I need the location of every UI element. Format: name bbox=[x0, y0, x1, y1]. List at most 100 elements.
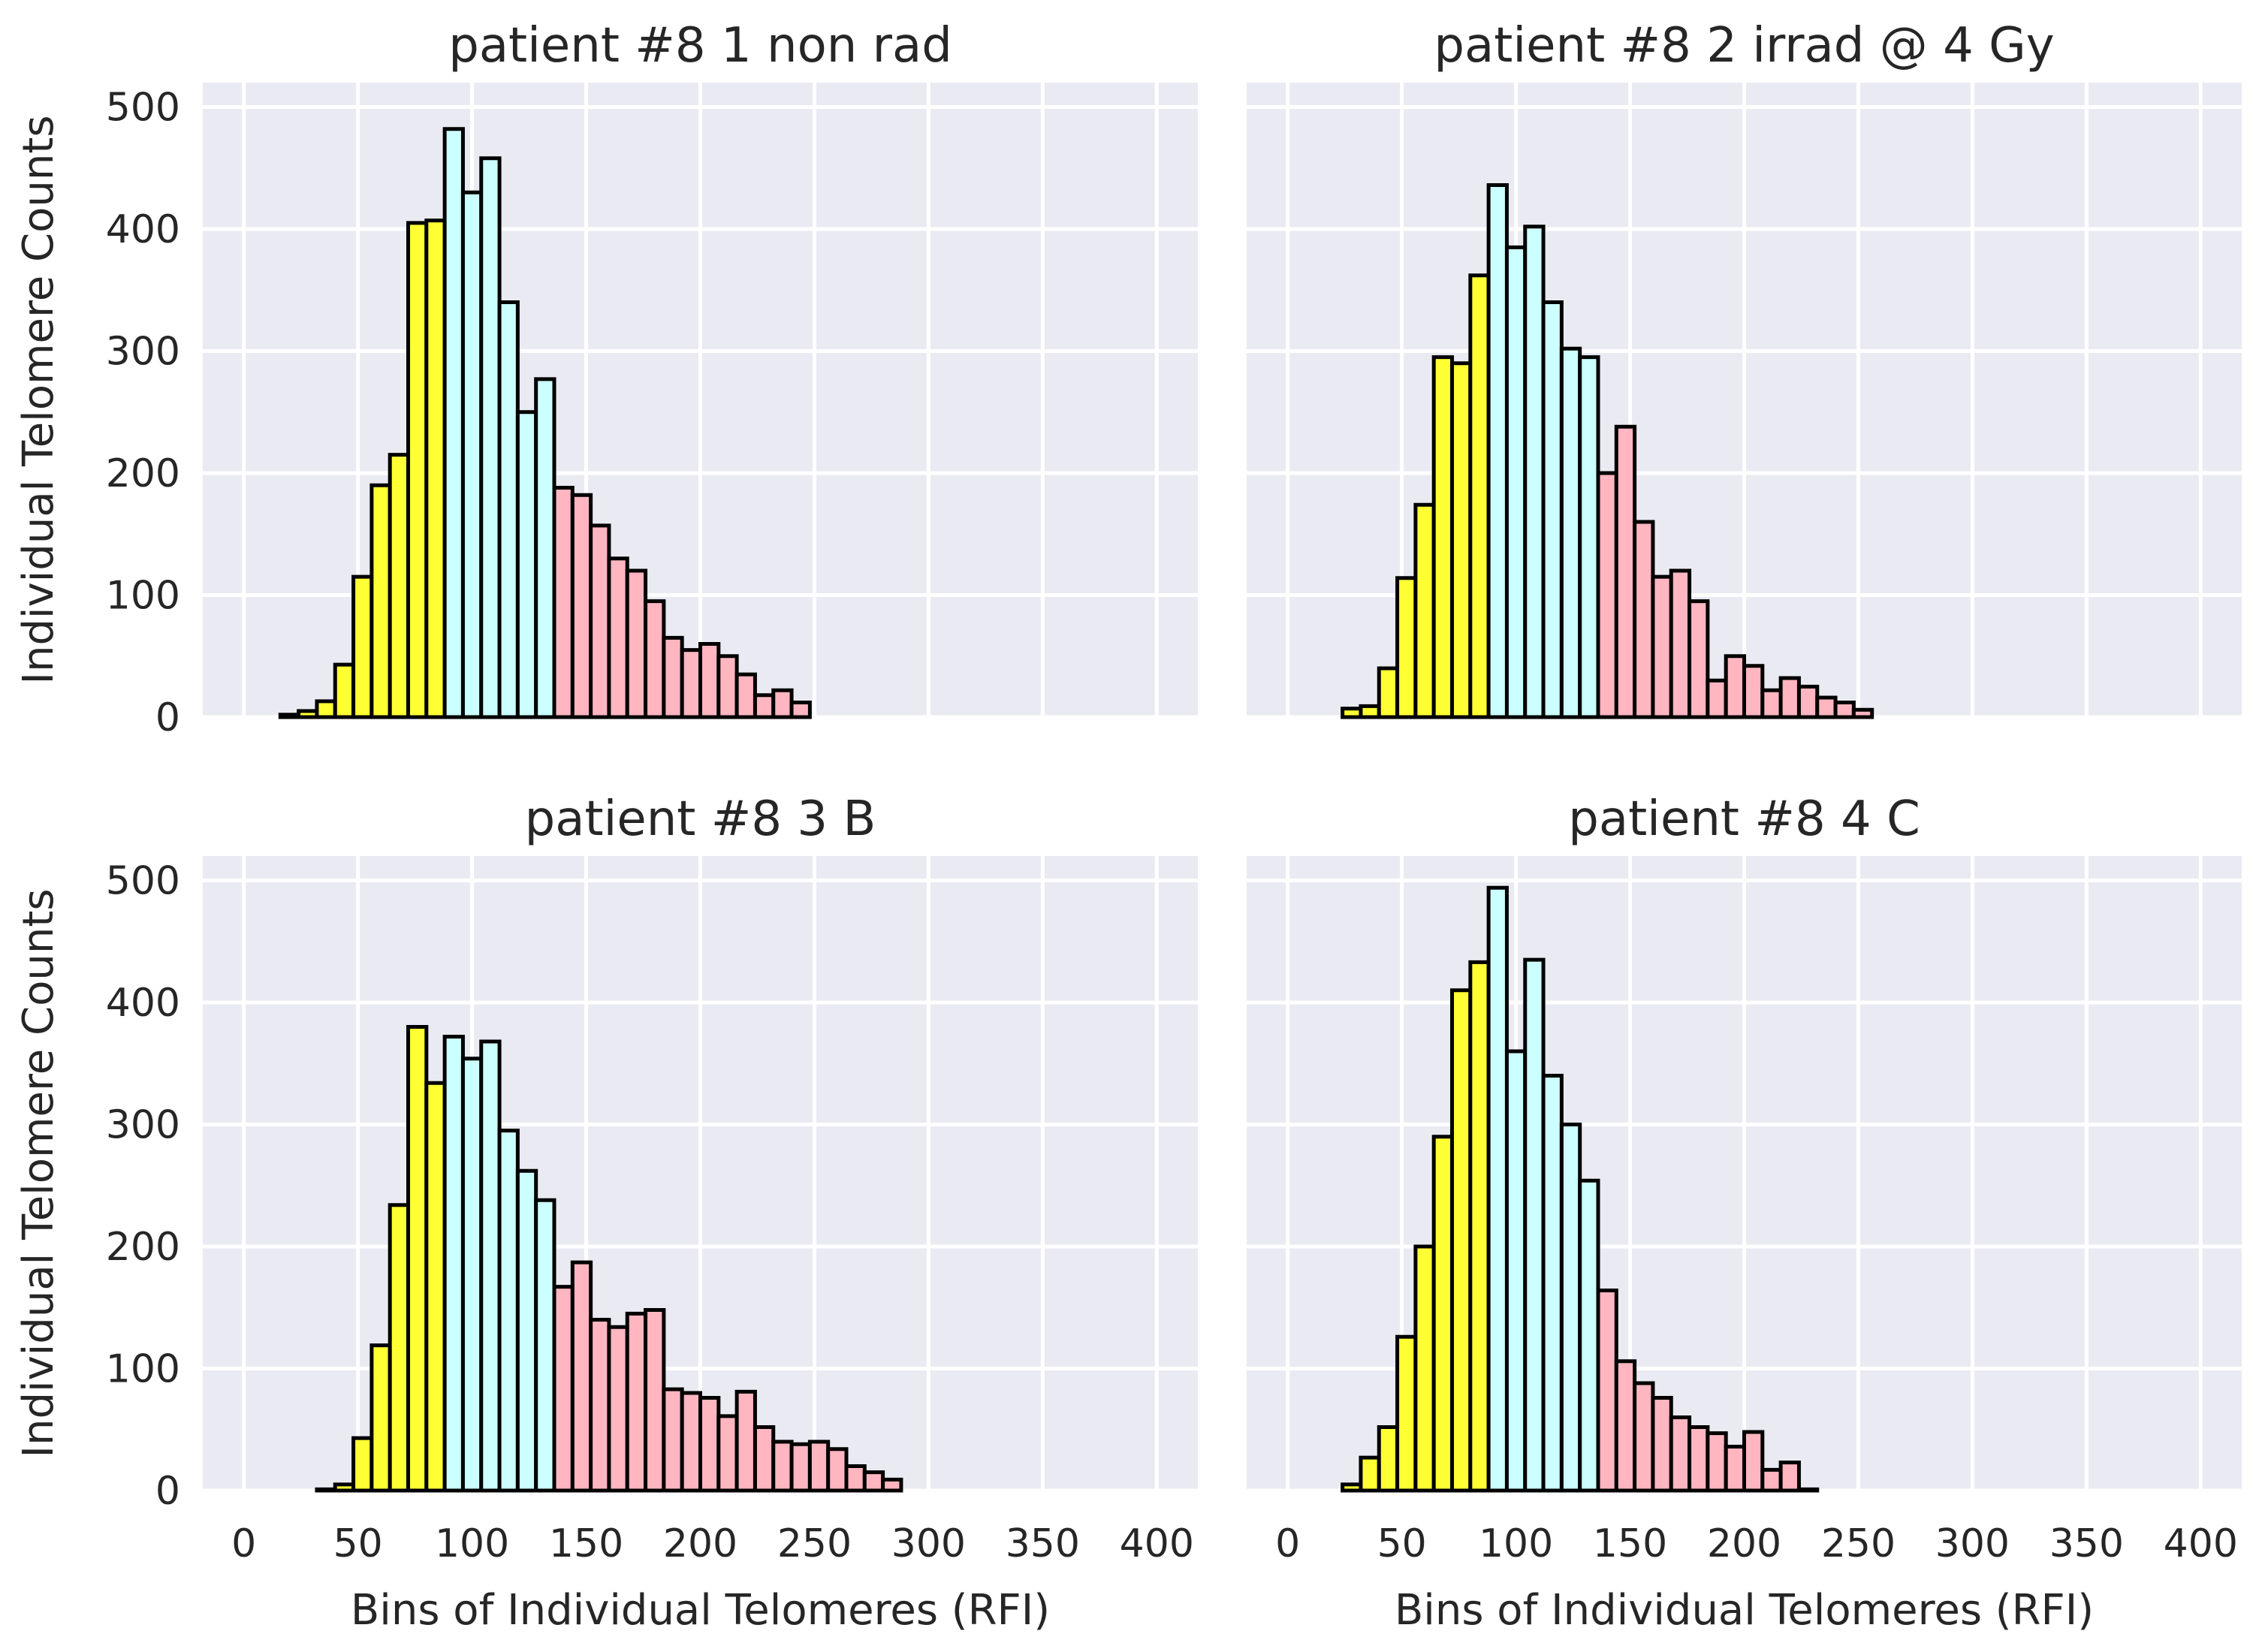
y-tick-label: 100 bbox=[106, 574, 180, 619]
histogram-bar-long bbox=[698, 1396, 721, 1493]
histogram-bar-mid bbox=[1523, 225, 1546, 719]
histogram-bar-mid bbox=[1486, 885, 1509, 1493]
histogram-bar-short bbox=[351, 1436, 374, 1493]
histogram-bar-long bbox=[1778, 676, 1801, 719]
histogram-bar-short bbox=[1468, 273, 1491, 719]
histogram-bar-short bbox=[369, 483, 392, 719]
histogram-bar-mid bbox=[1578, 1178, 1600, 1493]
histogram-bar-mid bbox=[1541, 300, 1564, 719]
histogram-bar-long bbox=[662, 1387, 684, 1493]
histogram-bar-long bbox=[1742, 1430, 1765, 1493]
x-tick-label: 0 bbox=[1275, 1521, 1300, 1566]
histogram-bar-long bbox=[607, 1325, 629, 1493]
histogram-bar-long bbox=[1760, 1467, 1783, 1493]
histogram-bar-long bbox=[1614, 424, 1637, 719]
histogram-bar-short bbox=[1395, 576, 1418, 719]
histogram-bar-short bbox=[1431, 1135, 1455, 1493]
histogram-bar-long bbox=[1651, 574, 1673, 719]
y-tick-label: 300 bbox=[106, 330, 180, 375]
histogram-bar-short bbox=[424, 219, 447, 719]
y-axis-label: Individual Telomere Counts bbox=[14, 888, 63, 1458]
histogram-bar-short bbox=[406, 1025, 429, 1493]
y-tick-label: 500 bbox=[106, 859, 180, 904]
histogram-bar-long bbox=[1760, 688, 1783, 719]
histogram-bar-short bbox=[1359, 704, 1381, 719]
histogram-bar-short bbox=[1413, 502, 1436, 719]
histogram-bar-long bbox=[753, 693, 776, 719]
histogram-bar-long bbox=[1742, 664, 1765, 719]
histogram-bar-long bbox=[1633, 1381, 1655, 1493]
x-tick-label: 0 bbox=[231, 1521, 256, 1566]
histogram-bar-long bbox=[881, 1477, 903, 1493]
histogram-bar-long bbox=[753, 1425, 776, 1493]
x-tick-label: 350 bbox=[2049, 1521, 2124, 1566]
histogram-bar-long bbox=[589, 523, 611, 719]
histogram-bar-long bbox=[1687, 1425, 1710, 1493]
histogram-bar-long bbox=[570, 493, 593, 719]
y-axis-label: Individual Telomere Counts bbox=[14, 115, 63, 684]
y-tick-label: 0 bbox=[155, 695, 180, 740]
histogram-bar-mid bbox=[442, 127, 465, 719]
histogram-bar-long bbox=[625, 568, 648, 719]
x-tick-label: 300 bbox=[891, 1521, 966, 1566]
histogram-bar-long bbox=[862, 1470, 885, 1493]
panel-title: patient #8 3 B bbox=[525, 791, 876, 847]
x-tick-label: 400 bbox=[2164, 1521, 2238, 1566]
histogram-bar-short bbox=[315, 1487, 337, 1493]
histogram-bar-short bbox=[1431, 355, 1455, 719]
panel-title: patient #8 2 irrad @ 4 Gy bbox=[1434, 18, 2054, 74]
x-tick-label: 150 bbox=[1593, 1521, 1667, 1566]
histogram-bar-mid bbox=[1559, 346, 1582, 719]
histogram-bar-short bbox=[424, 1081, 447, 1493]
histogram-bar-short bbox=[1413, 1244, 1436, 1493]
histogram-bar-long bbox=[789, 701, 812, 719]
histogram-bar-long bbox=[1724, 1445, 1746, 1493]
histogram-bar-short bbox=[1377, 666, 1400, 719]
histogram-bar-mid bbox=[534, 1198, 556, 1493]
histogram-bar-long bbox=[680, 1391, 702, 1493]
histogram-bar-long bbox=[1851, 707, 1874, 719]
histogram-bar-mid bbox=[497, 1129, 520, 1493]
y-tick-label: 100 bbox=[106, 1347, 180, 1392]
y-tick-label: 200 bbox=[106, 1225, 180, 1270]
x-tick-label: 200 bbox=[663, 1521, 737, 1566]
x-axis-label: Bins of Individual Telomeres (RFI) bbox=[351, 1586, 1050, 1635]
y-tick-label: 200 bbox=[106, 451, 180, 496]
histogram-bar-short bbox=[1450, 361, 1473, 719]
histogram-bar-mid bbox=[1541, 1074, 1564, 1493]
histogram-bar-mid bbox=[1504, 1049, 1528, 1493]
panel-b: patient #8 3 B 0 100 200 300 400 500 Individual… bbox=[14, 791, 1198, 1635]
x-axis-label: Bins of Individual Telomeres (RFI) bbox=[1395, 1586, 2094, 1635]
histogram-bar-short bbox=[1395, 1334, 1418, 1493]
histogram-bar-long bbox=[1633, 520, 1655, 719]
histogram-bar-short bbox=[1359, 1455, 1381, 1493]
histogram-bar-long bbox=[644, 599, 666, 719]
histogram-bar-mid bbox=[442, 1035, 465, 1493]
histogram-bar-long bbox=[625, 1311, 648, 1493]
histogram-bar-long bbox=[826, 1447, 849, 1493]
histogram-bar-long bbox=[1651, 1396, 1673, 1493]
x-tick-label: 250 bbox=[1821, 1521, 1896, 1566]
histogram-bar-mid bbox=[534, 377, 556, 719]
histogram-bar-long bbox=[552, 1285, 575, 1493]
histogram-bar-mid bbox=[460, 190, 484, 719]
histogram-bar-short bbox=[1468, 960, 1491, 1493]
histogram-bar-long bbox=[680, 648, 702, 719]
histogram-bar-long bbox=[1796, 684, 1820, 719]
histogram-bar-mid bbox=[515, 1168, 538, 1493]
histogram-bar-long bbox=[607, 556, 629, 719]
histogram-bar-long bbox=[734, 672, 757, 719]
histogram-bar-long bbox=[1596, 471, 1618, 719]
x-tick-label: 200 bbox=[1707, 1521, 1781, 1566]
histogram-bar-long bbox=[771, 1439, 794, 1493]
histogram-bar-short bbox=[351, 574, 374, 719]
x-tick-label: 400 bbox=[1120, 1521, 1194, 1566]
histogram-bar-short bbox=[1377, 1425, 1400, 1493]
histogram-bar-long bbox=[1669, 568, 1692, 719]
histogram-bar-long bbox=[698, 642, 721, 719]
histogram-bar-long bbox=[1614, 1359, 1637, 1493]
histogram-bar-short bbox=[333, 1482, 356, 1493]
histogram-bar-long bbox=[1796, 1487, 1820, 1493]
x-tick-label: 100 bbox=[1479, 1521, 1553, 1566]
